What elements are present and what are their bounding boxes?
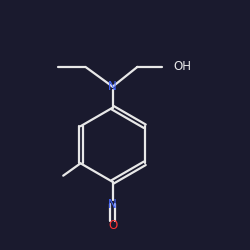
Text: OH: OH (173, 60, 191, 74)
Text: O: O (108, 218, 117, 232)
Text: N: N (108, 198, 117, 210)
Text: N: N (108, 80, 117, 93)
